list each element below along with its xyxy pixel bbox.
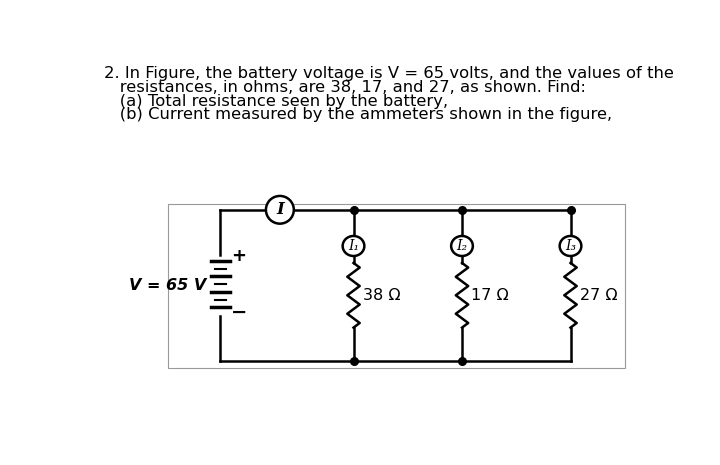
Text: resistances, in ohms, are 38, 17, and 27, as shown. Find:: resistances, in ohms, are 38, 17, and 27… xyxy=(104,80,586,95)
Text: (b) Current measured by the ammeters shown in the figure,: (b) Current measured by the ammeters sho… xyxy=(104,107,612,122)
Text: (a) Total resistance seen by the battery,: (a) Total resistance seen by the battery… xyxy=(104,93,448,108)
Ellipse shape xyxy=(343,236,364,256)
Ellipse shape xyxy=(451,236,473,256)
Text: I₃: I₃ xyxy=(565,239,576,253)
Bar xyxy=(168,205,625,368)
Text: 38 Ω: 38 Ω xyxy=(363,288,400,303)
Text: 27 Ω: 27 Ω xyxy=(580,288,618,303)
Text: −: − xyxy=(231,303,248,322)
Text: 17 Ω: 17 Ω xyxy=(472,288,509,303)
Ellipse shape xyxy=(559,236,581,256)
Ellipse shape xyxy=(266,196,294,224)
Text: I: I xyxy=(276,201,284,218)
Text: I₁: I₁ xyxy=(348,239,359,253)
Text: I₂: I₂ xyxy=(456,239,467,253)
Text: 2. In Figure, the battery voltage is V = 65 volts, and the values of the: 2. In Figure, the battery voltage is V =… xyxy=(104,66,674,81)
Text: +: + xyxy=(231,247,246,266)
Text: V = 65 V: V = 65 V xyxy=(129,278,206,293)
